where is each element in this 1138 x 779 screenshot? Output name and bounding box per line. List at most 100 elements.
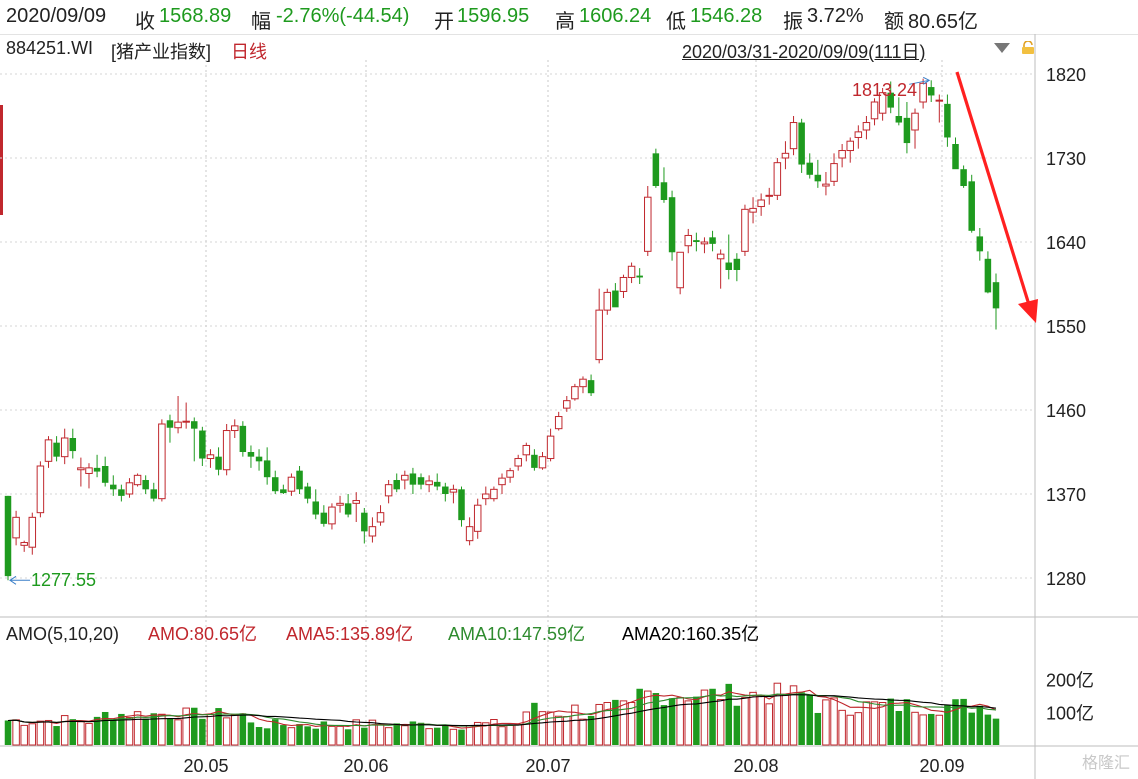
candle-body [53,442,60,457]
candle-body [312,501,319,515]
volume-bar [911,711,919,746]
candle-body [465,526,474,542]
amplitude-value: 3.72% [807,5,864,27]
candle-body [328,506,336,525]
volume-bar [781,694,790,746]
candle-body [709,237,716,244]
volume-bar [976,705,984,745]
volume-bar [765,703,773,746]
candle-body [85,467,93,474]
volume-bar [684,700,693,746]
candle-body [409,473,417,485]
candle-body [984,258,992,293]
dropdown-triangle-icon[interactable] [993,42,1011,54]
price-axis: 1820 1730 1640 1550 1460 1370 1280 [1046,65,1086,589]
volume-bar [336,725,344,746]
volume-bar [142,718,149,745]
candle-body [700,241,709,245]
max-pointer-icon [909,76,931,85]
volume-bar [287,727,296,746]
lock-icon[interactable] [1021,41,1035,54]
volume-bar [716,699,725,746]
volume-bar [271,719,279,745]
ama20-line [7,694,997,727]
candle-body [627,265,636,278]
candle-body [449,488,458,493]
candle-body [133,474,142,486]
candle-body [280,489,287,494]
watermark: 格隆汇 [1081,755,1130,772]
volume-bar [619,700,628,746]
candle-body [935,99,944,102]
volume-bar [473,721,482,746]
volume-bar [442,725,449,745]
volume-bar [368,719,377,746]
volume-bar [870,701,879,746]
volume-bar [239,713,247,745]
candle-body [522,444,531,456]
volume-bar [206,714,215,746]
period-label[interactable]: 日线 [231,42,267,62]
volume-bar [133,711,142,746]
volume-bar [344,729,352,745]
candle-body [215,456,222,470]
candle-body [320,512,328,524]
candle-body [603,291,612,311]
volume-bar [361,727,368,745]
volume-bar [878,702,887,746]
candle-body [919,82,927,103]
candle-body [944,103,951,138]
volume-bar [77,721,85,746]
candle-body [814,174,822,182]
volume-bar [603,702,612,746]
amount-value: 80.65亿 [908,11,979,33]
candle-body [376,512,385,523]
candle-body [636,275,643,278]
date-range-selector[interactable]: 2020/03/31-2020/09/09(111日) [682,42,926,62]
volume-bar [571,704,579,746]
grid-lines [0,34,1138,779]
ama5-value: AMA5:135.89亿 [286,624,413,644]
change-value: -2.76%(-44.54) [276,5,410,27]
volume-bar [846,714,854,746]
change-label: 幅 [251,11,271,33]
volume-bar [158,713,166,746]
candle-body [206,454,215,460]
min-pointer-icon [9,575,30,585]
candle-body [660,182,668,200]
price-tick-label: 1460 [1046,401,1086,421]
candle-body [546,435,555,460]
volume-axis: 200亿 100亿 [1046,671,1094,724]
volume-bar [757,695,765,746]
candle-body [531,454,538,468]
date-tick-label: 20.09 [919,756,964,776]
candle-body [44,439,53,462]
candle-body [733,258,741,270]
candle-body [191,421,198,429]
candle-body [118,489,125,496]
candle-body [473,504,482,532]
volume-bar [231,714,239,746]
candle-body [554,416,563,430]
volume-bar [652,693,660,745]
volume-bar [69,719,77,745]
volume-bar [862,701,871,746]
volume-bar [733,705,741,745]
volume-bar [700,689,709,746]
high-value: 1606.24 [579,5,652,27]
volume-bar [887,698,894,745]
volume-bar [125,717,134,746]
ama20-value: AMA20:160.35亿 [622,624,759,644]
candle-body [960,169,967,186]
candle-body [222,430,231,471]
volume-bar [85,722,93,746]
candle-body [822,183,830,187]
price-tick-label: 1550 [1046,317,1086,337]
volume-bar [612,699,619,745]
candle-body [417,477,425,485]
candle-body [854,131,863,138]
candle-body [571,386,579,400]
date-tick-label: 20.07 [525,756,570,776]
volume-bar [482,722,490,746]
